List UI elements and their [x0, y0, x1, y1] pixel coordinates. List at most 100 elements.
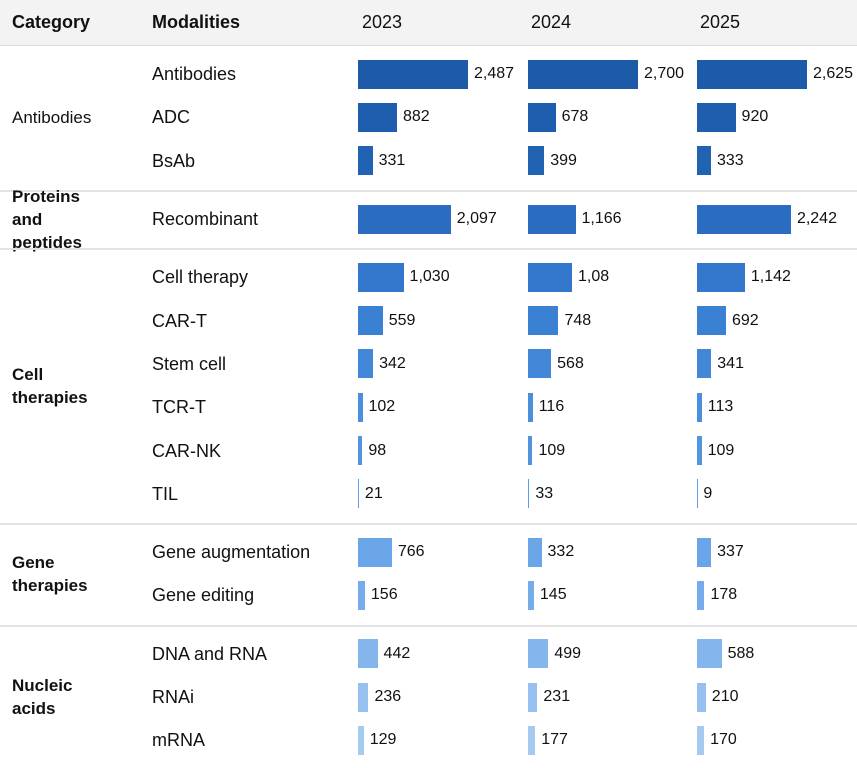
- modality-label: Antibodies: [152, 64, 237, 85]
- value-label: 568: [557, 354, 584, 372]
- group-separator: [0, 523, 857, 525]
- modality-label: Recombinant: [152, 209, 259, 230]
- bar: [528, 580, 534, 610]
- value-label: 342: [379, 354, 406, 372]
- header-year: 2023: [362, 12, 403, 32]
- bar: [528, 306, 559, 336]
- value-label: 882: [403, 108, 430, 126]
- bar: [697, 146, 711, 176]
- bar: [697, 682, 706, 712]
- bar: [358, 262, 404, 292]
- value-label: 98: [368, 441, 387, 459]
- bar: [358, 537, 392, 567]
- value-label: 678: [561, 108, 589, 126]
- header-year: 2024: [531, 12, 572, 32]
- bar: [528, 204, 576, 234]
- value-label: 2,487: [474, 65, 515, 83]
- header-modalities: Modalities: [152, 12, 241, 32]
- value-label: 129: [369, 731, 397, 749]
- value-label: 156: [370, 586, 398, 604]
- bar: [528, 392, 533, 422]
- modality-label: ADC: [152, 107, 191, 128]
- value-label: 748: [564, 311, 592, 329]
- bar: [528, 479, 530, 509]
- value-label: 236: [374, 688, 402, 706]
- value-label: 337: [717, 543, 744, 561]
- value-label: 210: [711, 688, 739, 706]
- modality-label: CAR-T: [152, 310, 207, 331]
- value-label: 920: [741, 108, 769, 126]
- bar: [358, 349, 374, 379]
- category-label: Gene therapies: [12, 552, 88, 595]
- value-label: 332: [547, 543, 575, 561]
- group-separator: [0, 624, 857, 627]
- value-label: 102: [368, 398, 396, 416]
- bar: [697, 306, 726, 336]
- value-label: 2,242: [796, 210, 837, 228]
- category-label: Cell therapies: [12, 364, 88, 407]
- bar: [697, 204, 791, 234]
- value-label: 2,700: [644, 65, 685, 83]
- modality-label: Stem cell: [152, 353, 227, 374]
- bar: [528, 349, 552, 379]
- bar: [358, 639, 378, 669]
- category-label: Antibodies: [12, 107, 92, 127]
- modality-label: DNA and RNA: [152, 643, 268, 664]
- value-label: 145: [539, 586, 567, 604]
- bar: [358, 725, 364, 755]
- bar: [697, 349, 712, 379]
- bar: [358, 580, 365, 610]
- bar: [358, 102, 397, 132]
- header-year: 2025: [700, 12, 741, 32]
- bar: [358, 204, 451, 234]
- value-label: 1,142: [750, 268, 791, 286]
- bar: [528, 102, 556, 132]
- value-label: 499: [554, 644, 582, 662]
- bar: [358, 479, 359, 509]
- value-label: 21: [364, 484, 383, 502]
- value-label: 109: [538, 441, 566, 459]
- value-label: 333: [716, 151, 744, 169]
- value-label: 170: [710, 731, 737, 749]
- value-label: 692: [731, 311, 759, 329]
- bar: [697, 59, 807, 89]
- modality-label: Gene augmentation: [152, 542, 311, 563]
- bar: [528, 59, 638, 89]
- bar: [358, 682, 369, 712]
- modality-label: TCR-T: [152, 397, 206, 418]
- value-label: 442: [383, 644, 411, 662]
- modality-label: CAR-NK: [152, 440, 222, 461]
- value-label: 341: [717, 354, 744, 372]
- bar: [697, 102, 736, 132]
- value-label: 2,625: [813, 65, 854, 83]
- value-label: 9: [703, 484, 713, 502]
- value-label: 331: [378, 151, 406, 169]
- bar: [697, 262, 745, 292]
- bar: [528, 146, 545, 176]
- bar: [697, 392, 702, 422]
- bar: [528, 682, 538, 712]
- bar: [697, 725, 705, 755]
- value-label: 766: [397, 543, 425, 561]
- category-label: Proteins and peptides: [12, 186, 82, 252]
- value-label: 1,030: [409, 268, 450, 286]
- value-label: 177: [541, 731, 568, 749]
- bar: [358, 392, 363, 422]
- value-label: 116: [538, 398, 565, 416]
- modality-label: Gene editing: [152, 585, 255, 606]
- category-label: Nucleic acids: [12, 676, 73, 719]
- value-label: 588: [727, 644, 755, 662]
- value-label: 178: [710, 586, 738, 604]
- group-separator: [0, 189, 857, 192]
- bar: [528, 262, 572, 292]
- modality-label: BsAb: [152, 150, 196, 171]
- modality-label: mRNA: [152, 730, 205, 751]
- value-label: 2,097: [456, 210, 497, 228]
- value-label: 559: [388, 311, 416, 329]
- modality-label: Cell therapy: [152, 267, 249, 288]
- bar: [358, 306, 383, 336]
- bar: [697, 537, 712, 567]
- bar: [697, 639, 722, 669]
- group-separator: [0, 248, 857, 251]
